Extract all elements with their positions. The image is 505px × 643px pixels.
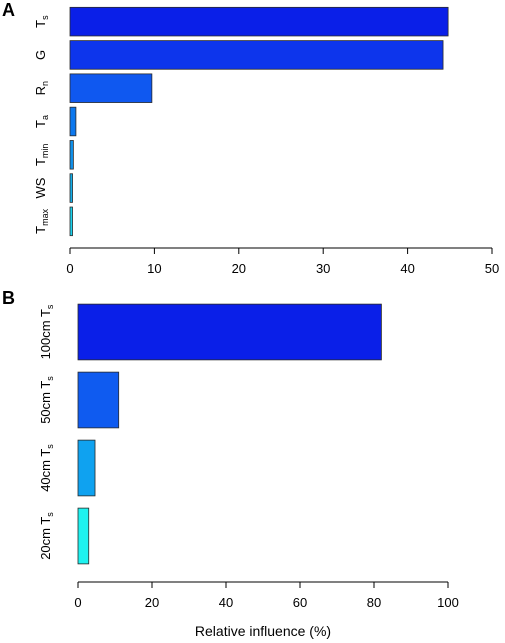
panel-a-category-label-subscript: a bbox=[40, 115, 50, 120]
panel-a-category-label-7: Tmax bbox=[33, 208, 50, 233]
panel-b-category-label-2: 50cm Ts bbox=[38, 376, 55, 424]
panel-b-category-label-4: 20cm Ts bbox=[38, 512, 55, 560]
panel-a-bars bbox=[69, 6, 449, 237]
panel-a-category-label-base: WS bbox=[33, 177, 48, 198]
panel-a-bar-4 bbox=[69, 106, 77, 137]
panel-a-category-label-base: T bbox=[33, 120, 48, 128]
panel-b-category-label-subscript: s bbox=[45, 376, 55, 381]
panel-a-bar-7 bbox=[69, 206, 73, 237]
panel-a-category-label-3: Rn bbox=[33, 81, 50, 95]
panel-a-label: A bbox=[2, 0, 15, 20]
panel-a-category-label-2: G bbox=[33, 50, 48, 60]
panel-a-x-tick-label-4: 30 bbox=[316, 261, 330, 276]
panel-b-label: B bbox=[2, 288, 15, 308]
panel-b-bar-2 bbox=[77, 371, 120, 429]
panel-a-bar-3 bbox=[69, 73, 153, 103]
panel-a-bar-5 bbox=[69, 140, 74, 170]
panel-a-category-label-base: T bbox=[33, 20, 48, 28]
panel-a-category-label-subscript: min bbox=[40, 144, 50, 159]
panel-a-bar-1 bbox=[69, 6, 449, 37]
panel-b-category-label-1: 100cm Ts bbox=[38, 304, 55, 359]
panel-a-category-label-base: T bbox=[33, 158, 48, 166]
panel-b-bar-4 bbox=[77, 507, 90, 565]
panel-a-category-label-6: WS bbox=[33, 177, 48, 198]
panel-a-bar-6 bbox=[69, 173, 73, 203]
panel-b-category-label-base: 20cm T bbox=[38, 517, 53, 560]
panel-a-category-label-subscript: max bbox=[40, 208, 50, 226]
panel-b-category-label-base: 50cm T bbox=[38, 381, 53, 424]
panel-a-x-tick-label-6: 50 bbox=[485, 261, 499, 276]
panel-b-x-axis-title: Relative influence (%) bbox=[195, 623, 331, 639]
panel-a-x-tick-label-2: 10 bbox=[147, 261, 161, 276]
panel-a-x-tick-label-1: 0 bbox=[66, 261, 73, 276]
panel-a-x-tick-label-5: 40 bbox=[400, 261, 414, 276]
panel-a-category-label-subscript: n bbox=[40, 81, 50, 86]
panel-b-category-label-base: 100cm T bbox=[38, 309, 53, 359]
panel-b-category-label-base: 40cm T bbox=[38, 449, 53, 492]
panel-b-category-label-3: 40cm Ts bbox=[38, 444, 55, 492]
panel-a-category-label-base: R bbox=[33, 86, 48, 95]
panel-b-bar-1 bbox=[77, 303, 382, 361]
panel-b-bars bbox=[77, 303, 382, 565]
panel-b-x-tick-label-5: 80 bbox=[367, 595, 381, 610]
panel-b-x-tick-label-4: 60 bbox=[293, 595, 307, 610]
panel-b-x-tick-label-3: 40 bbox=[219, 595, 233, 610]
panel-a-x-tick-label-3: 20 bbox=[232, 261, 246, 276]
panel-a-category-label-base: G bbox=[33, 50, 48, 60]
panel-a-category-label-subscript: s bbox=[40, 15, 50, 20]
panel-b-category-label-subscript: s bbox=[45, 304, 55, 309]
panel-b-category-label-subscript: s bbox=[45, 512, 55, 517]
panel-a-category-label-1: Ts bbox=[33, 15, 50, 28]
panel-a-category-label-4: Ta bbox=[33, 115, 50, 128]
panel-a-bar-2 bbox=[69, 40, 444, 70]
panel-b-bar-3 bbox=[77, 439, 96, 497]
panel-a-category-label-base: T bbox=[33, 226, 48, 234]
panel-a-x-axis: 0 10 20 30 40 50 bbox=[66, 247, 499, 276]
panel-b-category-label-subscript: s bbox=[45, 444, 55, 449]
panel-b-x-tick-label-6: 100 bbox=[437, 595, 459, 610]
panel-b-x-tick-label-2: 20 bbox=[145, 595, 159, 610]
panel-b-x-tick-label-1: 0 bbox=[74, 595, 81, 610]
panel-b-x-axis: 0 20 40 60 80 100 bbox=[74, 581, 459, 610]
panel-a-category-label-5: Tmin bbox=[33, 144, 50, 166]
